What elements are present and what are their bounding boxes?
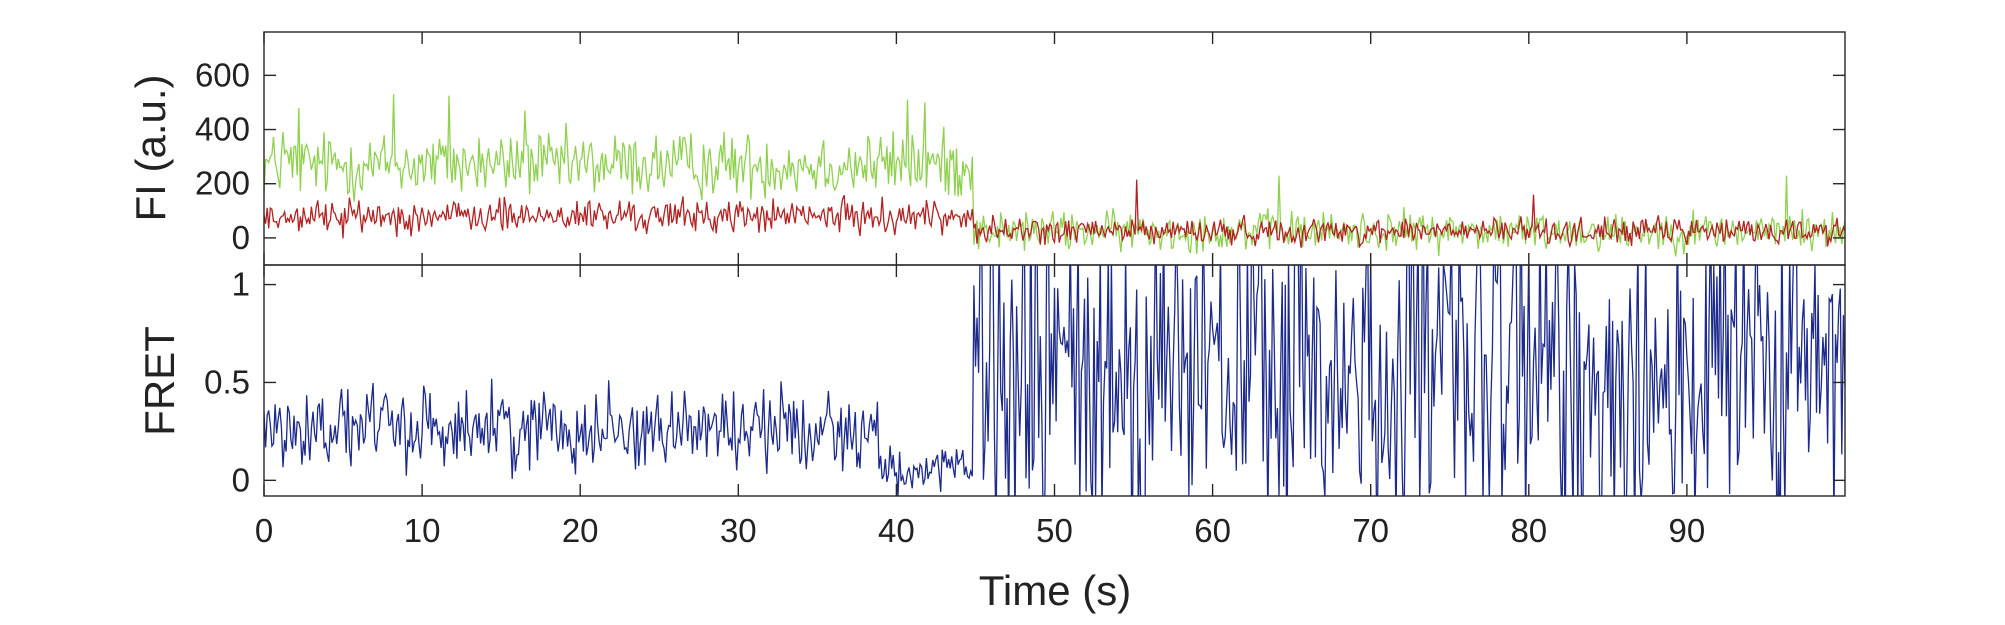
intensity-x-ticks	[263, 32, 1688, 265]
fret-y-axis-title: FRET	[136, 326, 183, 436]
x-tick-label: 90	[1669, 512, 1706, 549]
x-tick-label: 10	[404, 512, 441, 549]
x-tick-label: 80	[1510, 512, 1547, 549]
x-tick-label: 70	[1352, 512, 1389, 549]
fret-y-ticks: 00.51	[204, 266, 1845, 498]
x-tick-label: 20	[562, 512, 599, 549]
y-tick-label: 400	[195, 111, 250, 148]
fret-panel: 00.51 0 10 20 30 40 50 60 70 80 90 FRET Time (s)	[136, 264, 1846, 614]
x-tick-label: 60	[1194, 512, 1231, 549]
fret-traces	[264, 265, 1845, 496]
intensity-traces	[264, 94, 1845, 257]
y-tick-label: 1	[232, 266, 250, 303]
intensity-trace-0	[264, 94, 1845, 257]
x-tick-label: 30	[720, 512, 757, 549]
fret-x-ticks: 0 10 20 30 40 50 60 70 80 90	[255, 265, 1705, 549]
y-tick-label: 0.5	[204, 363, 250, 400]
y-tick-label: 200	[195, 165, 250, 202]
y-tick-label: 600	[195, 56, 250, 93]
intensity-y-axis-title: FI (a.u.)	[127, 74, 174, 221]
x-tick-label: 0	[255, 512, 273, 549]
y-tick-label: 0	[232, 219, 250, 256]
y-tick-label: 0	[232, 461, 250, 498]
x-tick-label: 50	[1036, 512, 1073, 549]
time-x-axis-title: Time (s)	[979, 567, 1131, 614]
x-tick-label: 40	[878, 512, 915, 549]
fret-trace-0	[264, 265, 1845, 496]
intensity-panel: 0 200 400 600 FI (a.u.)	[127, 31, 1846, 266]
intensity-y-ticks: 0 200 400 600	[195, 56, 1845, 256]
intensity-trace-1	[264, 179, 1845, 249]
